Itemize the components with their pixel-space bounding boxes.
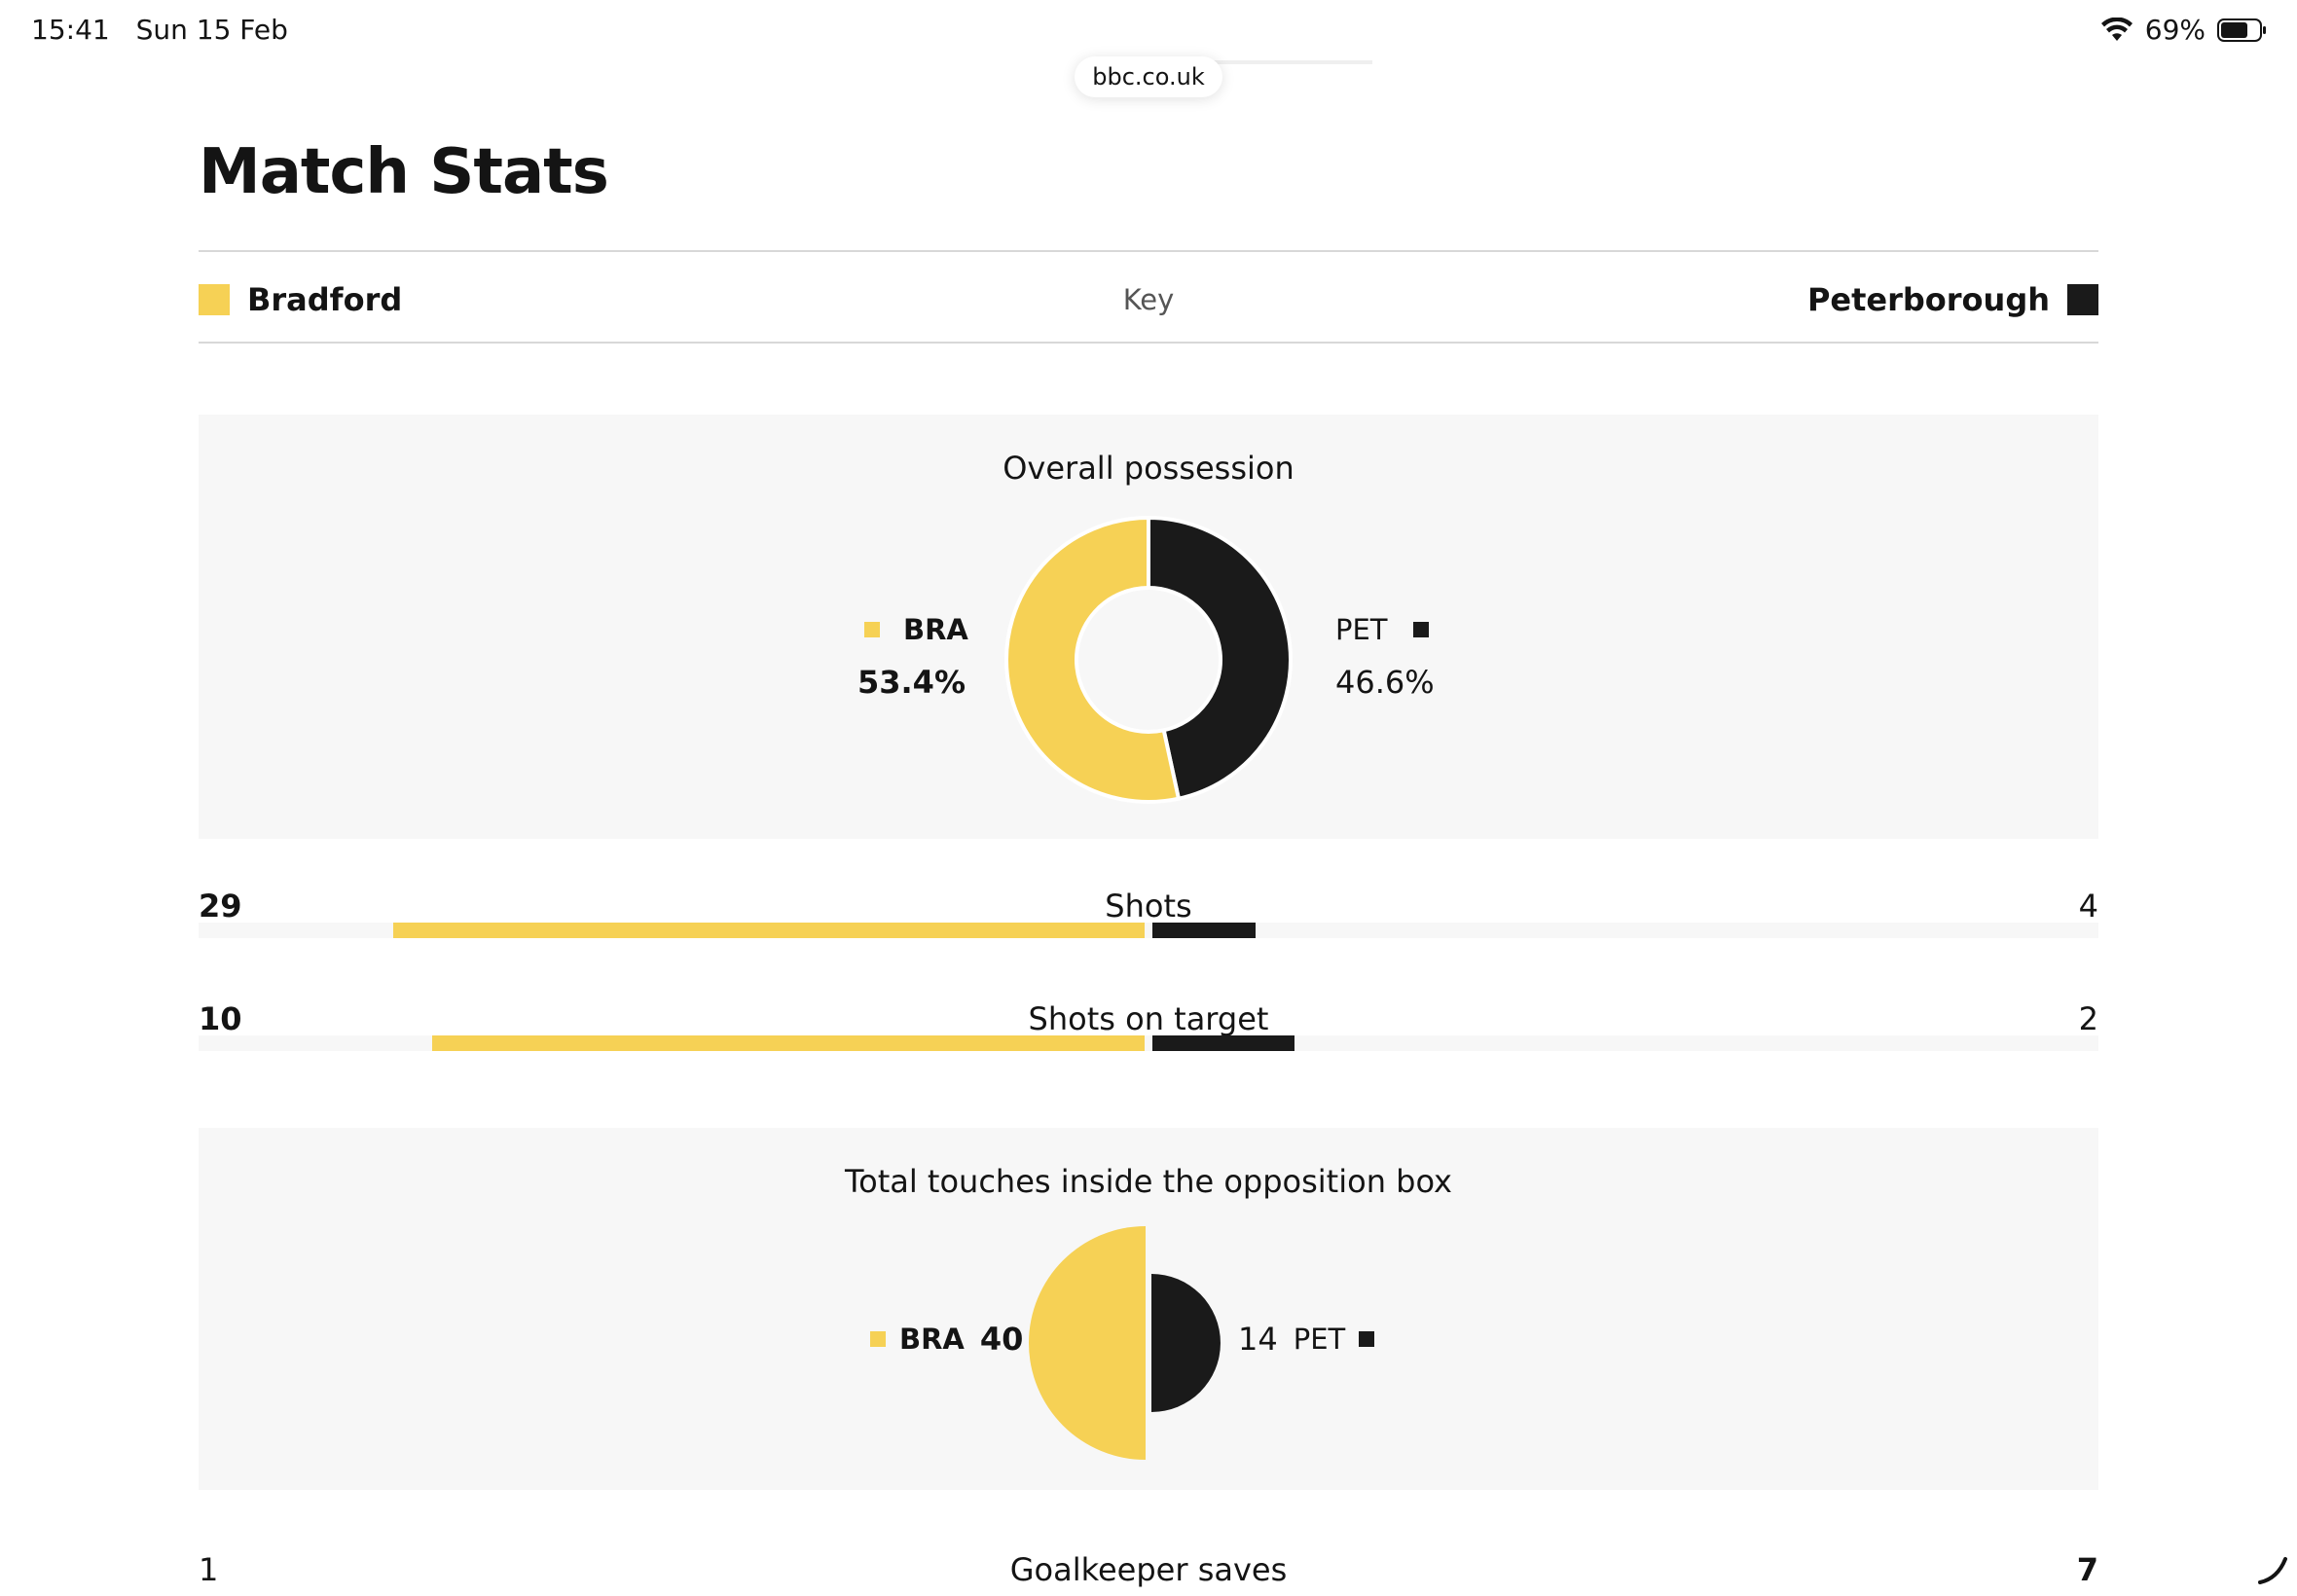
- team-key-row: Bradford Key Peterborough: [199, 250, 2098, 344]
- shots-away-value: 4: [2078, 888, 2098, 925]
- possession-away-abbr: PET: [1335, 613, 1388, 646]
- status-date: Sun 15 Feb: [135, 14, 288, 46]
- shots-on-target-away-bar: [1152, 1035, 1294, 1051]
- status-time: 15:41: [31, 14, 110, 46]
- stat-row-goalkeeper-saves: 1 Goalkeeper saves 7: [199, 1551, 2098, 1596]
- team-away-key: Peterborough: [1807, 281, 2098, 318]
- touches-away-abbr: PET: [1293, 1323, 1346, 1356]
- possession-slice-away: [1147, 515, 1293, 802]
- shots-home-value: 29: [199, 888, 242, 925]
- team-home-key: Bradford: [199, 281, 402, 318]
- gk-saves-label: Goalkeeper saves: [1009, 1551, 1288, 1588]
- battery-percent: 69%: [2144, 14, 2206, 46]
- stat-row-shots: 29 Shots 4: [199, 888, 2098, 958]
- touches-away-legend: 14 PET: [1238, 1321, 1375, 1358]
- page-title: Match Stats: [199, 136, 609, 208]
- url-pill[interactable]: bbc.co.uk: [1075, 56, 1222, 97]
- touches-panel: Total touches inside the opposition box …: [199, 1128, 2098, 1490]
- faded-nav-underline: [1158, 60, 1372, 64]
- battery-icon: [2217, 18, 2266, 42]
- shots-on-target-home-bar: [432, 1035, 1145, 1051]
- home-legend-swatch: [864, 622, 880, 637]
- possession-slice-home: [1004, 515, 1182, 804]
- shots-on-target-home-value: 10: [199, 1000, 242, 1037]
- possession-home-abbr: BRA: [903, 613, 968, 646]
- possession-donut-chart: [1004, 515, 1293, 804]
- url-text: bbc.co.uk: [1092, 63, 1205, 91]
- touches-half-away: [1151, 1274, 1221, 1412]
- touches-half-home: [1029, 1226, 1146, 1460]
- key-label: Key: [1122, 283, 1175, 316]
- shots-home-bar: [393, 923, 1145, 938]
- possession-title: Overall possession: [1003, 450, 1294, 487]
- touches-away-value: 14: [1238, 1321, 1278, 1358]
- possession-panel: Overall possession BRA 53.4% PET 46.6%: [199, 415, 2098, 839]
- away-legend-swatch: [1412, 622, 1429, 637]
- touches-title: Total touches inside the opposition box: [845, 1163, 1452, 1200]
- touches-home-swatch: [870, 1331, 886, 1347]
- possession-away-legend: PET: [1335, 613, 1429, 646]
- touches-home-value: 40: [979, 1321, 1024, 1358]
- shots-label: Shots: [1105, 888, 1192, 925]
- shots-on-target-label: Shots on target: [1028, 1000, 1269, 1037]
- possession-home-value: 53.4%: [857, 664, 966, 701]
- touches-half-circles: [1029, 1226, 1221, 1460]
- resize-handle-icon[interactable]: [2252, 1549, 2291, 1588]
- gk-saves-home-value: 1: [199, 1551, 219, 1588]
- shots-away-bar: [1152, 923, 1256, 938]
- stat-row-shots-on-target: 10 Shots on target 2: [199, 1000, 2098, 1070]
- wifi-icon: [2100, 17, 2133, 41]
- touches-home-abbr: BRA: [899, 1323, 965, 1356]
- possession-home-legend: BRA: [864, 613, 968, 646]
- home-color-swatch: [199, 284, 230, 315]
- gk-saves-away-value: 7: [2076, 1551, 2098, 1588]
- status-indicators: 69%: [2100, 14, 2268, 46]
- touches-home-legend: BRA 40: [870, 1321, 1023, 1358]
- away-team-name: Peterborough: [1806, 281, 2050, 318]
- touches-away-swatch: [1359, 1331, 1375, 1347]
- status-time-date: 15:41 Sun 15 Feb: [31, 14, 306, 46]
- possession-away-value: 46.6%: [1335, 664, 1435, 701]
- home-team-name: Bradford: [247, 281, 403, 318]
- status-bar: 15:41 Sun 15 Feb 69%: [0, 0, 2297, 62]
- away-color-swatch: [2067, 284, 2098, 315]
- shots-on-target-away-value: 2: [2078, 1000, 2098, 1037]
